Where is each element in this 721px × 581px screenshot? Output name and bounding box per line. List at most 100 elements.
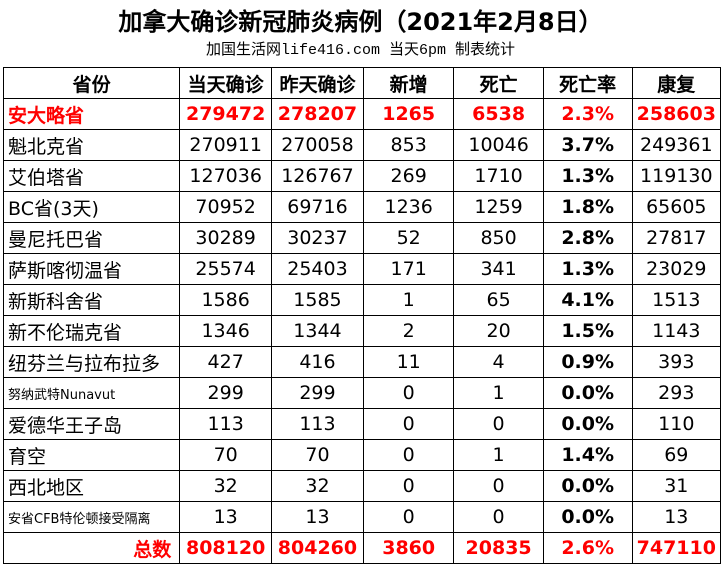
cell: 30237 [271,222,364,254]
cell: 1.4% [542,439,633,471]
cell: 69 [631,439,721,471]
row: 安省CFB特伦顿接受隔离 13 13 0 0 0.0% 13 [2,501,721,533]
cell: 299 [179,377,273,409]
title: 加拿大确诊新冠肺炎病例（2021年2月8日） [118,8,603,36]
total-row: 总数 808120 804260 3860 20835 2.6% 747110 [2,532,721,564]
cell: 279472 [179,98,273,130]
row: 新斯科舍省 1586 1585 1 65 4.1% 1513 [2,284,721,316]
cell: 当天确诊 [179,67,273,99]
cell: 269 [362,160,455,192]
cell: 127036 [179,160,273,192]
cell: 113 [271,408,364,440]
cell: 新不伦瑞克省 [2,315,181,347]
cell: 1346 [179,315,273,347]
cell: 27817 [631,222,721,254]
cell: 10046 [453,129,544,161]
cell: 25403 [271,253,364,285]
cell: 119130 [631,160,721,192]
cell: 0 [362,439,455,471]
cell: 0.0% [542,408,633,440]
cell: 293 [631,377,721,409]
cell: 纽芬兰与拉布拉多 [2,346,181,378]
cell: 1.5% [542,315,633,347]
table: 省份 当天确诊 昨天确诊 新增 死亡 死亡率 康复 安大略省 279472 278207 1265 6… [2,67,721,564]
cell: 育空 [2,439,181,471]
row: 艾伯塔省 127036 126767 269 1710 1.3% 119130 [2,160,721,192]
cell: 1513 [631,284,721,316]
cell: 70 [271,439,364,471]
cell: 171 [362,253,455,285]
cell: 6538 [453,98,544,130]
cell: 2.6% [542,532,633,564]
cell: 32 [271,470,364,502]
cell: 20 [453,315,544,347]
row: 萨斯喀彻温省 25574 25403 171 341 1.3% 23029 [2,253,721,285]
cell: 曼尼托巴省 [2,222,181,254]
cell: 爱德华王子岛 [2,408,181,440]
cell: 安省CFB特伦顿接受隔离 [2,501,181,533]
cell: 2.3% [542,98,633,130]
cell: 0 [453,408,544,440]
row: 爱德华王子岛 113 113 0 0 0.0% 110 [2,408,721,440]
cell: 70952 [179,191,273,223]
cell: 52 [362,222,455,254]
cell: 110 [631,408,721,440]
cell: 270058 [271,129,364,161]
row: 西北地区 32 32 0 0 0.0% 31 [2,470,721,502]
cell: 魁北克省 [2,129,181,161]
cell: 804260 [271,532,364,564]
cell: 850 [453,222,544,254]
cell: 3.7% [542,129,633,161]
cell: 安大略省 [2,98,181,130]
cell: 1344 [271,315,364,347]
cell: 70 [179,439,273,471]
row: BC省(3天) 70952 69716 1236 1259 1.8% 65605 [2,191,721,223]
cell: 1710 [453,160,544,192]
cell: 昨天确诊 [271,67,364,99]
cell: 427 [179,346,273,378]
row: 安大略省 279472 278207 1265 6538 2.3% 258603 [2,98,721,130]
cell: 270911 [179,129,273,161]
cell: 13 [179,501,273,533]
cell: BC省(3天) [2,191,181,223]
cell: 1.3% [542,253,633,285]
cell: 0 [453,501,544,533]
cell: 32 [179,470,273,502]
header-row: 省份 当天确诊 昨天确诊 新增 死亡 死亡率 康复 [2,67,721,99]
cell: 299 [271,377,364,409]
cell: 258603 [631,98,721,130]
cell: 278207 [271,98,364,130]
cell: 0 [362,501,455,533]
cell: 2 [362,315,455,347]
row: 曼尼托巴省 30289 30237 52 850 2.8% 27817 [2,222,721,254]
cell: 65 [453,284,544,316]
cell: 69716 [271,191,364,223]
cell: 西北地区 [2,470,181,502]
cell: 65605 [631,191,721,223]
cell: 死亡率 [542,67,633,99]
cell: 康复 [631,67,721,99]
cell: 13 [631,501,721,533]
cell: 0 [362,377,455,409]
cell: 30289 [179,222,273,254]
cell: 20835 [453,532,544,564]
cell: 249361 [631,129,721,161]
cell: 11 [362,346,455,378]
cell: 1 [453,377,544,409]
cell: 1.3% [542,160,633,192]
cell: 113 [179,408,273,440]
cell: 341 [453,253,544,285]
cell: 艾伯塔省 [2,160,181,192]
cell: 死亡 [453,67,544,99]
cell: 0 [362,470,455,502]
cell: 新斯科舍省 [2,284,181,316]
cell: 0.9% [542,346,633,378]
cell: 新增 [362,67,455,99]
cell: 25574 [179,253,273,285]
cell: 13 [271,501,364,533]
cell: 393 [631,346,721,378]
cell: 1586 [179,284,273,316]
cell: 2.8% [542,222,633,254]
cell: 3860 [362,532,455,564]
cell: 808120 [179,532,273,564]
